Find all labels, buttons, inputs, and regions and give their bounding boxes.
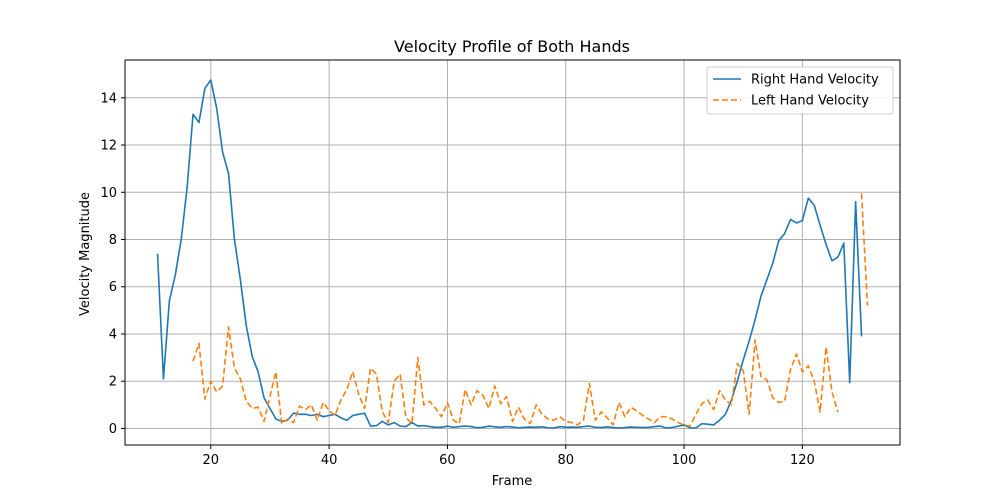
grid-lines — [125, 60, 900, 445]
x-tick-label: 60 — [439, 453, 456, 468]
series-layer — [156, 79, 869, 429]
chart-title: Velocity Profile of Both Hands — [394, 37, 630, 56]
y-tick-label: 0 — [109, 422, 117, 437]
left-hand-velocity-line — [192, 193, 869, 427]
x-tick-label: 40 — [321, 453, 338, 468]
y-tick-label: 4 — [109, 327, 117, 342]
y-tick-label: 10 — [100, 186, 117, 201]
y-axis-label: Velocity Magnitude — [78, 192, 93, 316]
x-tick-label: 100 — [672, 453, 697, 468]
right-hand-velocity-line — [156, 79, 863, 429]
y-tick-label: 12 — [100, 139, 117, 154]
legend-box — [706, 66, 894, 115]
y-axis: 0 2 4 6 8 10 12 14 — [100, 91, 125, 437]
x-tick-label: 20 — [203, 453, 220, 468]
x-tick-label: 120 — [790, 453, 815, 468]
legend-entry: Right Hand Velocity — [751, 73, 879, 88]
y-tick-label: 6 — [109, 280, 117, 295]
x-axis-label: Frame — [492, 474, 533, 489]
y-tick-label: 8 — [109, 233, 117, 248]
legend-entry: Left Hand Velocity — [751, 94, 869, 109]
x-axis: 20 40 60 80 100 120 — [203, 445, 815, 468]
y-tick-label: 14 — [100, 91, 117, 106]
y-tick-label: 2 — [109, 375, 117, 390]
legend: Right Hand Velocity Left Hand Velocity — [706, 66, 894, 115]
plot-frame — [124, 59, 901, 446]
x-tick-label: 80 — [557, 453, 574, 468]
